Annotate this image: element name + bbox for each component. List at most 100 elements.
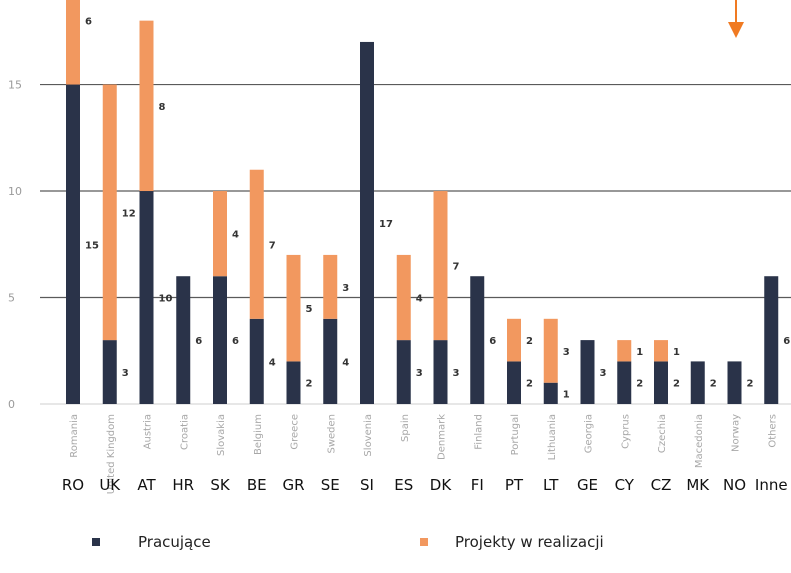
- category-label-SE: SE: [321, 476, 340, 494]
- bar-pracujace-PT: [507, 361, 521, 404]
- bar-projekty-PT: [507, 318, 521, 362]
- category-label-RO: RO: [62, 476, 84, 494]
- category-label-LT: LT: [543, 476, 559, 494]
- bar-projekty-RO: [66, 0, 80, 85]
- rotated-country-label: Portugal: [510, 414, 521, 455]
- data-label-pracujace: 3: [416, 368, 423, 379]
- bar-pracujace-CY: [617, 361, 632, 404]
- data-label-projekty: 6: [85, 17, 92, 28]
- data-label-projekty: 4: [232, 230, 239, 241]
- bar-pracujace-MK: [690, 361, 705, 404]
- data-label-projekty: 2: [526, 336, 533, 347]
- category-label-Inne: Inne: [755, 476, 788, 494]
- bar-projekty-SE: [323, 254, 338, 319]
- bar-pracujace-RO: [66, 84, 80, 405]
- y-tick-label: 5: [8, 292, 15, 305]
- rotated-country-label: Austria: [143, 414, 154, 449]
- data-label-pracujace: 10: [159, 294, 173, 305]
- y-tick-label: 15: [8, 79, 22, 92]
- data-label-pracujace: 6: [489, 336, 496, 347]
- bar-pracujace-UK: [102, 340, 117, 404]
- bar-pracujace-BE: [249, 318, 264, 404]
- bar-pracujace-Inne: [764, 276, 779, 404]
- bar-pracujace-NO: [727, 361, 742, 404]
- category-label-SK: SK: [210, 476, 231, 494]
- data-label-projekty: 3: [342, 283, 349, 294]
- data-label-pracujace: 2: [306, 379, 313, 390]
- rotated-country-label: Sweden: [326, 414, 337, 454]
- data-label-projekty: 8: [159, 102, 166, 113]
- category-label-ES: ES: [394, 476, 413, 494]
- bar-projekty-GR: [286, 254, 301, 362]
- rotated-country-label: Denmark: [437, 414, 448, 460]
- category-label-SI: SI: [360, 476, 374, 494]
- data-label-projekty: 1: [673, 347, 680, 358]
- bar-pracujace-ES: [396, 340, 411, 404]
- category-label-NO: NO: [723, 476, 746, 494]
- data-label-pracujace: 17: [379, 219, 393, 230]
- data-label-projekty: 5: [306, 304, 313, 315]
- data-label-projekty: 4: [416, 294, 423, 305]
- rotated-country-label: Spain: [400, 414, 411, 442]
- rotated-country-labels: Romania United Kingdom Austria Croatia Slova…: [69, 414, 778, 494]
- bar-projekty-CY: [617, 340, 632, 362]
- data-label-pracujace: 2: [526, 379, 533, 390]
- category-label-BE: BE: [247, 476, 267, 494]
- category-label-AT: AT: [137, 476, 156, 494]
- data-label-pracujace: 3: [122, 368, 129, 379]
- rotated-country-label: United Kingdom: [106, 414, 117, 494]
- y-tick-label: 10: [8, 185, 22, 198]
- bar-pracujace-CZ: [654, 361, 668, 404]
- rotated-country-label: Slovakia: [216, 414, 227, 456]
- data-label-pracujace: 4: [342, 357, 349, 368]
- data-label-pracujace: 2: [673, 379, 680, 390]
- bar-pracujace-HR: [176, 276, 191, 404]
- data-label-pracujace: 6: [783, 336, 790, 347]
- bar-pracujace-SK: [213, 276, 227, 404]
- bar-pracujace-FI: [470, 276, 485, 404]
- bar-pracujace-GR: [286, 361, 301, 404]
- legend-swatch-pracujace: [92, 538, 100, 546]
- bar-projekty-DK: [433, 191, 448, 341]
- rotated-country-label: Macedonia: [694, 414, 705, 468]
- bar-projekty-BE: [249, 169, 264, 319]
- category-label-CZ: CZ: [651, 476, 672, 494]
- data-label-projekty: 7: [269, 240, 276, 251]
- data-label-pracujace: 4: [269, 357, 276, 368]
- rotated-country-label: Norway: [731, 414, 742, 452]
- y-tick-label: 0: [8, 398, 15, 411]
- category-label-CY: CY: [615, 476, 635, 494]
- data-label-pracujace: 1: [563, 389, 570, 400]
- data-label-projekty: 1: [636, 347, 643, 358]
- data-label-pracujace: 6: [195, 336, 202, 347]
- legend-label-projekty: Projekty w realizacji: [455, 533, 604, 551]
- legend-label-pracujace: Pracujące: [138, 533, 211, 551]
- bar-projekty-SK: [213, 191, 227, 277]
- rotated-country-label: Others: [767, 414, 778, 448]
- legend: Pracujące: [92, 533, 211, 551]
- bar-pracujace-SE: [323, 318, 338, 404]
- bar-projekty-UK: [102, 84, 117, 341]
- category-label-FI: FI: [471, 476, 484, 494]
- rotated-country-label: Lithuania: [547, 414, 558, 460]
- bar-pracujace-GE: [580, 340, 595, 404]
- rotated-country-label: Finland: [473, 414, 484, 450]
- category-label-DK: DK: [430, 476, 453, 494]
- data-label-projekty: 12: [122, 208, 136, 219]
- rotated-country-label: Greece: [290, 414, 301, 450]
- bar-pracujace-SI: [360, 41, 374, 404]
- category-label-HR: HR: [172, 476, 194, 494]
- bar-pracujace-AT: [139, 191, 154, 404]
- data-label-pracujace: 2: [710, 379, 717, 390]
- rotated-country-label: Cyprus: [620, 414, 631, 449]
- data-label-pracujace: 3: [600, 368, 607, 379]
- data-label-projekty: 7: [453, 262, 460, 273]
- y-axis-ticks: 0 5 10 15: [8, 79, 22, 411]
- category-label-MK: MK: [686, 476, 710, 494]
- category-label-GR: GR: [282, 476, 304, 494]
- category-code-labels: RO UK AT HR SK BE GR SE SI ES DK FI PT LT GE CY CZ MK NO In…: [62, 476, 788, 494]
- legend-swatch-projekty: [420, 538, 428, 546]
- rotated-country-label: Belgium: [253, 414, 264, 455]
- data-label-pracujace: 15: [85, 240, 99, 251]
- data-label-pracujace: 6: [232, 336, 239, 347]
